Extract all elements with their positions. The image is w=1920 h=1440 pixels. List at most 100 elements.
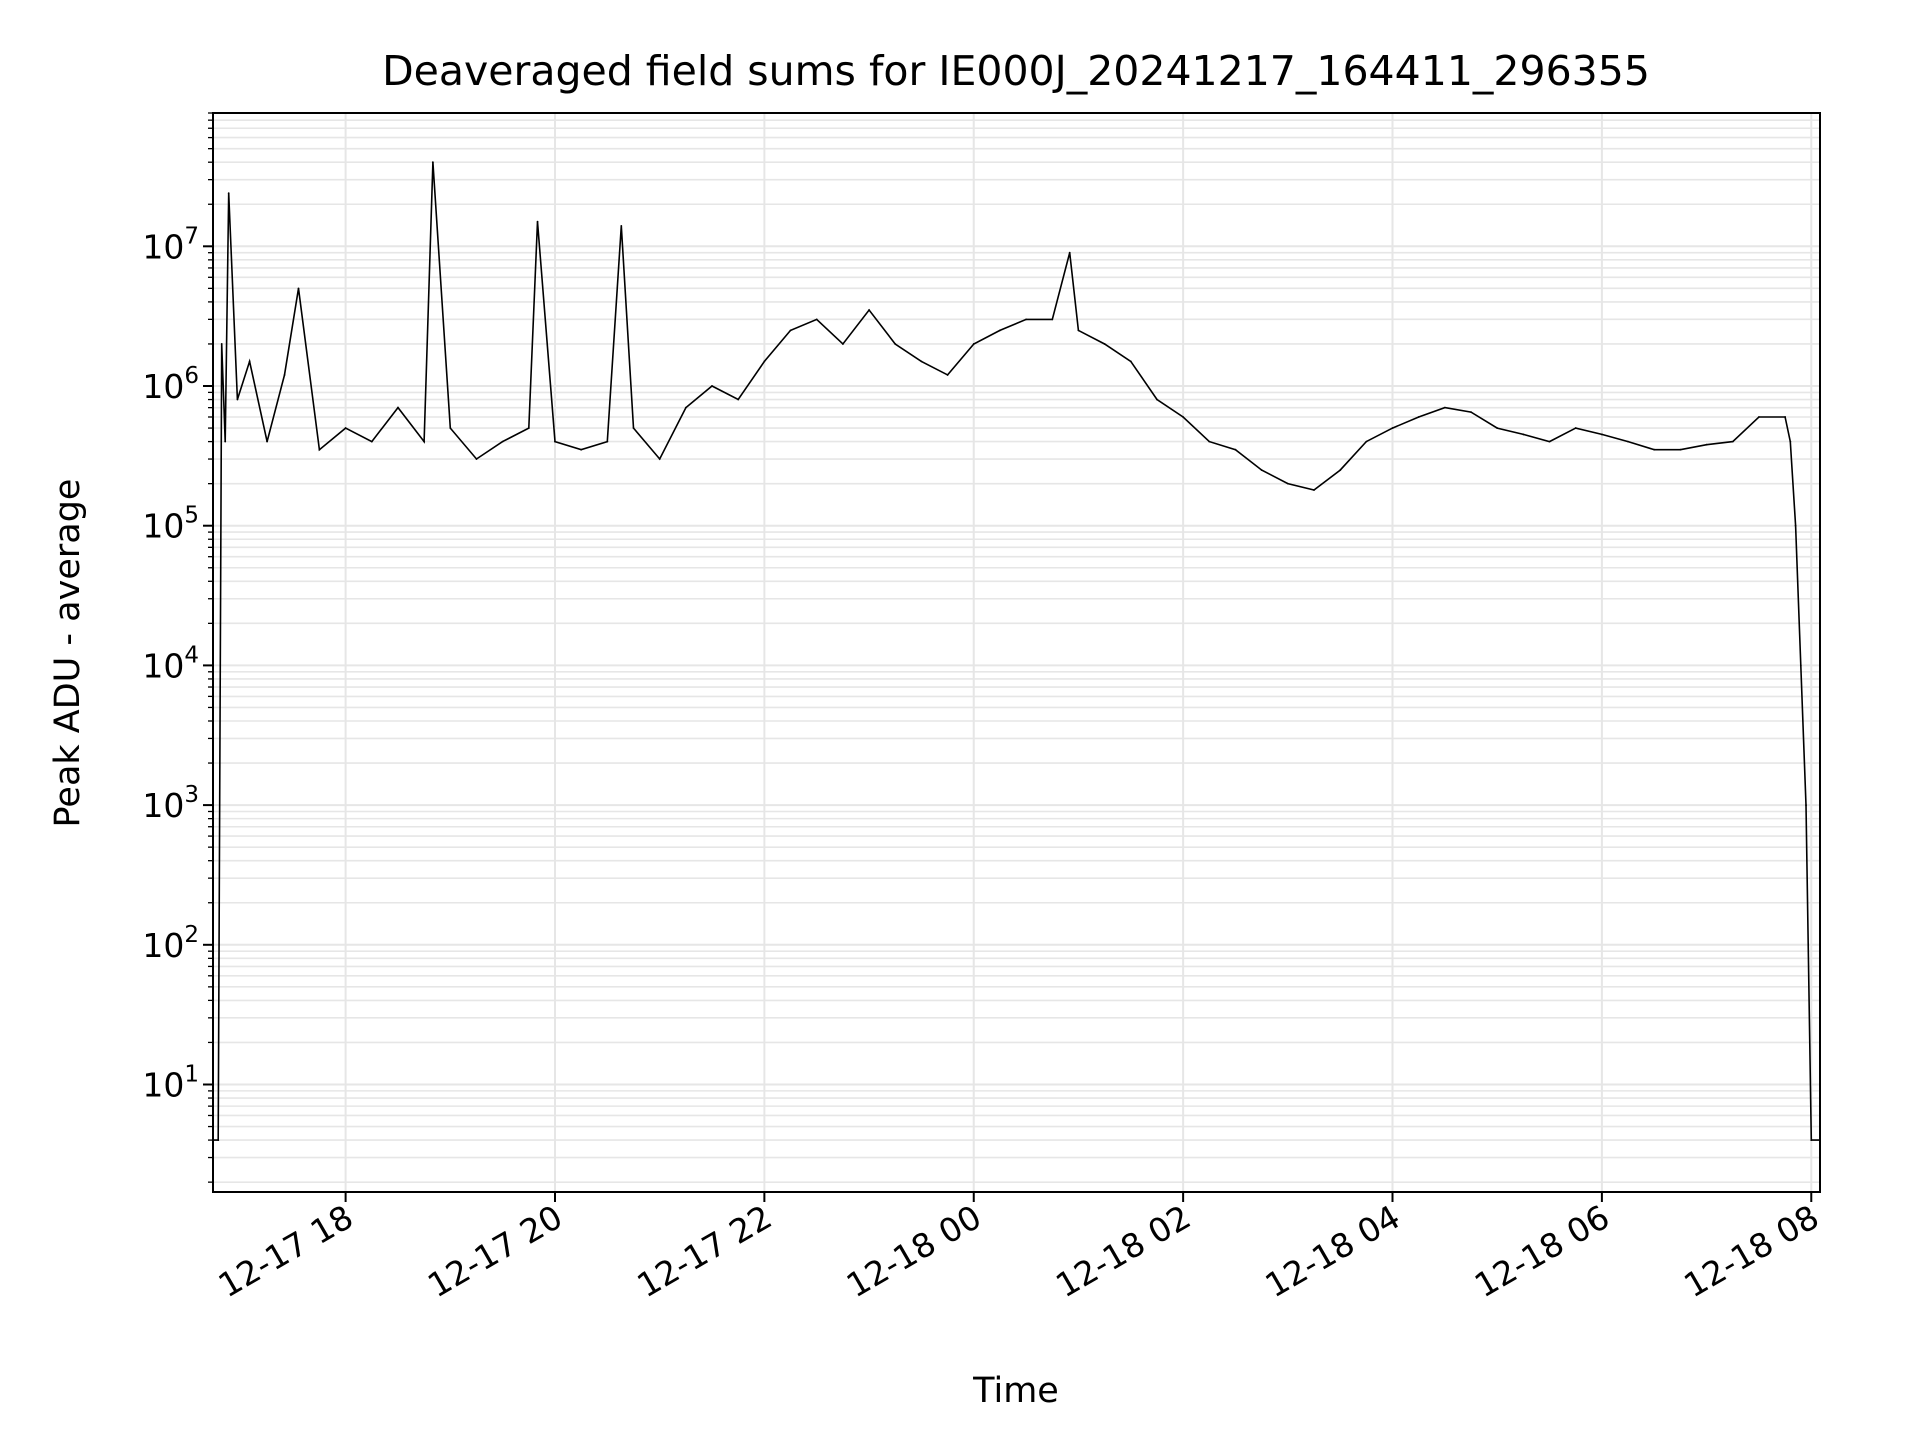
data-point bbox=[1799, 664, 1802, 667]
y-tick-base: 10 bbox=[142, 786, 184, 825]
y-tick-exponent: 6 bbox=[184, 363, 199, 389]
data-point bbox=[397, 406, 399, 409]
data-point bbox=[220, 343, 223, 345]
data-point bbox=[789, 329, 792, 332]
data-point bbox=[1286, 482, 1289, 485]
data-point bbox=[1051, 318, 1054, 321]
data-point bbox=[431, 161, 434, 164]
data-point bbox=[580, 448, 583, 451]
data-point bbox=[1731, 440, 1734, 443]
data-point bbox=[868, 309, 870, 311]
chart-title: Deaveraged field sums for IE000J_2024121… bbox=[382, 47, 1650, 95]
data-point bbox=[266, 440, 268, 443]
data-point bbox=[283, 374, 286, 376]
y-tick-exponent: 4 bbox=[184, 642, 199, 668]
data-point bbox=[1417, 416, 1420, 418]
data-point bbox=[1574, 427, 1577, 429]
y-tick-label: 107 bbox=[142, 223, 199, 266]
data-point bbox=[236, 398, 239, 401]
y-tick-label: 104 bbox=[142, 642, 199, 685]
data-point bbox=[1653, 448, 1656, 451]
data-point bbox=[972, 343, 975, 345]
data-point bbox=[737, 398, 740, 401]
data-point bbox=[1313, 489, 1315, 491]
data-point bbox=[475, 458, 478, 460]
data-point bbox=[1208, 440, 1211, 443]
data-point bbox=[318, 448, 321, 451]
data-point bbox=[684, 406, 687, 409]
data-point bbox=[632, 427, 635, 429]
y-tick-exponent: 5 bbox=[184, 503, 199, 529]
data-point bbox=[1679, 448, 1682, 451]
data-point bbox=[1260, 469, 1263, 472]
data-point bbox=[1025, 318, 1027, 321]
y-tick-base: 10 bbox=[142, 507, 184, 546]
y-tick-label: 106 bbox=[142, 363, 199, 406]
y-tick-label: 103 bbox=[142, 782, 199, 825]
data-point bbox=[1129, 360, 1132, 363]
data-point bbox=[1156, 398, 1158, 401]
data-point bbox=[370, 440, 373, 443]
y-tick-base: 10 bbox=[142, 1065, 184, 1104]
y-tick-label: 105 bbox=[142, 503, 199, 546]
y-tick-base: 10 bbox=[142, 367, 184, 406]
y-tick-exponent: 1 bbox=[184, 1061, 199, 1087]
data-point bbox=[1548, 440, 1551, 443]
data-point bbox=[1600, 433, 1603, 436]
data-point bbox=[501, 440, 504, 443]
data-point bbox=[1365, 440, 1368, 443]
data-point bbox=[606, 440, 609, 443]
data-point bbox=[1522, 433, 1525, 436]
y-tick-exponent: 3 bbox=[184, 782, 199, 808]
data-point bbox=[1234, 448, 1237, 451]
data-point bbox=[1758, 416, 1760, 418]
y-axis-label: Peak ADU - average bbox=[48, 479, 88, 828]
data-point bbox=[999, 329, 1001, 332]
data-point bbox=[1182, 416, 1185, 418]
data-point bbox=[1443, 406, 1446, 409]
y-tick-exponent: 2 bbox=[184, 922, 199, 948]
data-point bbox=[1784, 416, 1787, 418]
data-point bbox=[449, 427, 452, 429]
data-point bbox=[554, 440, 556, 443]
data-point bbox=[841, 343, 844, 345]
data-point bbox=[297, 287, 300, 290]
data-point bbox=[815, 318, 818, 321]
data-point bbox=[1077, 329, 1080, 332]
data-point bbox=[1496, 427, 1499, 429]
data-point bbox=[1794, 524, 1797, 527]
data-point bbox=[894, 343, 897, 345]
data-point bbox=[763, 360, 766, 363]
data-point bbox=[920, 360, 923, 363]
data-point bbox=[227, 192, 230, 195]
data-point bbox=[1810, 1139, 1813, 1141]
data-point bbox=[1339, 469, 1342, 472]
y-tick-exponent: 7 bbox=[184, 223, 199, 249]
data-point bbox=[1391, 427, 1394, 429]
data-point bbox=[344, 427, 347, 429]
data-point bbox=[217, 1139, 220, 1141]
data-point bbox=[1705, 443, 1708, 446]
data-point bbox=[527, 427, 530, 429]
data-line-layer bbox=[212, 161, 1821, 1141]
data-point bbox=[1789, 440, 1792, 443]
plot-frame bbox=[212, 112, 1821, 1193]
x-axis-label: Time bbox=[972, 1371, 1059, 1411]
data-point bbox=[248, 360, 251, 363]
data-point bbox=[711, 385, 713, 387]
y-tick-base: 10 bbox=[142, 926, 184, 965]
y-tick-base: 10 bbox=[142, 646, 184, 685]
data-point bbox=[224, 440, 227, 443]
data-point bbox=[536, 220, 539, 223]
data-point bbox=[423, 440, 426, 443]
grid-layer bbox=[213, 112, 1820, 1192]
data-point bbox=[658, 458, 661, 460]
data-point bbox=[1103, 343, 1106, 345]
data-point bbox=[1627, 440, 1629, 443]
y-tick-label: 101 bbox=[142, 1061, 199, 1104]
data-point bbox=[946, 374, 949, 376]
data-point bbox=[1068, 251, 1071, 254]
